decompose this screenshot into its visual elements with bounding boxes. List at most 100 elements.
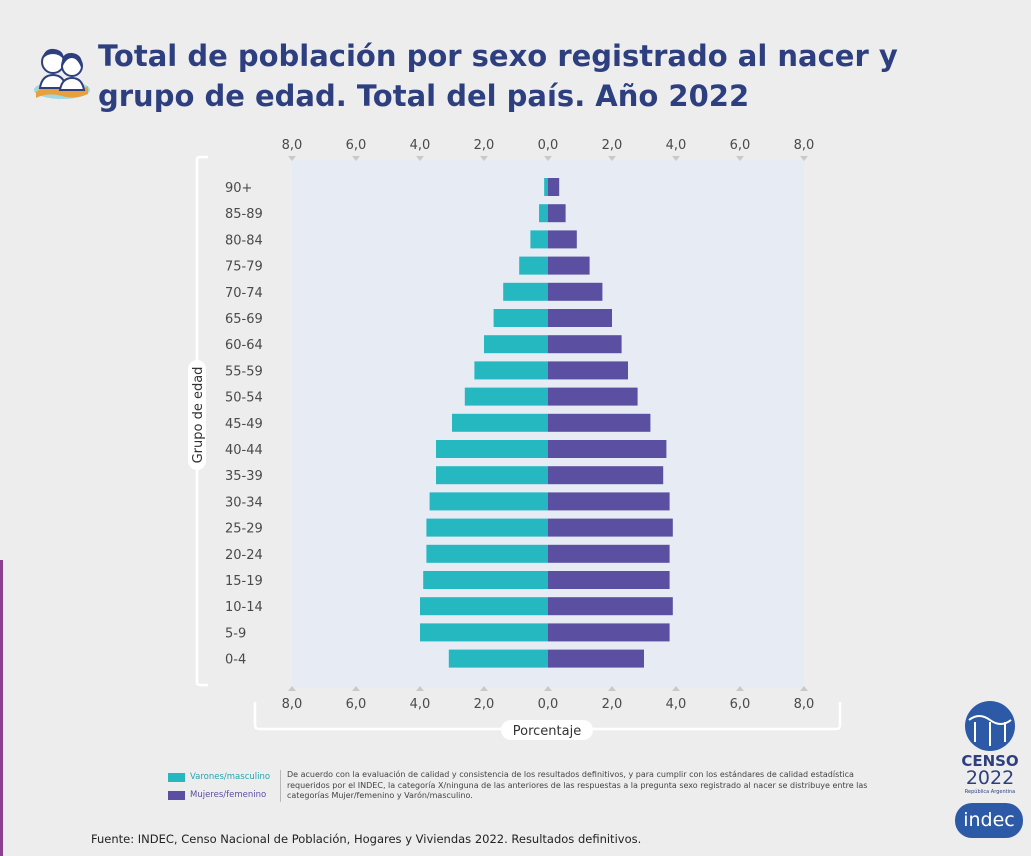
age-label-10-14: 10-14 [225,600,263,615]
y-axis-label: Grupo de edad [191,367,206,464]
bar-female-90+ [548,178,560,196]
bar-male-25-29 [426,518,548,537]
bar-male-40-44 [436,440,548,458]
bar-female-60-64 [548,335,622,354]
bar-male-35-39 [436,466,548,485]
bar-female-70-74 [548,282,603,301]
legend: Varones/masculino Mujeres/femenino [168,768,280,804]
bar-male-30-34 [429,492,548,511]
age-label-65-69: 65-69 [225,312,263,327]
age-label-45-49: 45-49 [225,417,263,432]
x-tick-mark-top [672,156,680,161]
x-tick-mark-top [288,156,296,161]
censo-country: República Argentina [965,788,1015,795]
bar-male-45-49 [452,413,548,432]
bar-female-50-54 [548,387,638,406]
bar-male-90+ [544,178,548,196]
x-tick-label-bottom: 2,0 [474,697,495,712]
bar-female-35-39 [548,466,664,485]
legend-item-female: Mujeres/femenino [168,786,280,804]
bar-female-5-9 [548,623,670,642]
age-label-75-79: 75-79 [225,260,263,275]
x-tick-mark-bottom [480,686,488,691]
age-label-25-29: 25-29 [225,522,263,537]
x-tick-label-top: 2,0 [602,138,623,153]
bar-female-25-29 [548,518,673,537]
x-tick-label-bottom: 8,0 [282,697,303,712]
x-tick-label-bottom: 2,0 [602,697,623,712]
age-label-70-74: 70-74 [225,286,263,301]
x-tick-label-top: 2,0 [474,138,495,153]
legend-swatch-female [168,790,185,800]
x-tick-label-top: 4,0 [410,138,431,153]
title-line-1: Total de población por sexo registrado a… [98,39,898,73]
bar-male-0-4 [448,649,548,668]
x-tick-label-top: 8,0 [794,138,815,153]
age-label-35-39: 35-39 [225,469,263,484]
bar-female-15-19 [548,571,670,589]
bar-male-15-19 [423,571,548,589]
bar-female-85-89 [548,204,566,223]
x-tick-mark-bottom [736,686,744,691]
source-note: Fuente: INDEC, Censo Nacional de Poblaci… [91,832,642,846]
bar-female-40-44 [548,440,667,458]
bar-female-65-69 [548,309,612,327]
x-tick-label-bottom: 4,0 [410,697,431,712]
x-tick-mark-bottom [416,686,424,691]
bar-female-45-49 [548,413,651,432]
age-label-80-84: 80-84 [225,233,263,248]
age-labels: 0-4 5-9 10-14 15-19 20-24 25-29 30-34 35-39 40-4… [225,181,263,668]
edge-color-strip [0,560,3,856]
bar-male-55-59 [474,361,548,380]
x-tick-label-top: 6,0 [730,138,751,153]
x-tick-mark-top [608,156,616,161]
age-label-50-54: 50-54 [225,391,263,406]
y-axis-label-bg [188,360,206,470]
bar-male-20-24 [426,544,548,563]
bar-male-10-14 [420,597,548,616]
age-label-40-44: 40-44 [225,443,263,458]
bar-male-50-54 [464,387,548,406]
x-tick-mark-top [480,156,488,161]
x-tick-label-top: 8,0 [282,138,303,153]
x-tick-mark-top [416,156,424,161]
x-tick-mark-top [544,156,552,161]
x-tick-mark-bottom [352,686,360,691]
age-label-90+: 90+ [225,181,252,196]
x-tick-label-top: 4,0 [666,138,687,153]
bar-male-65-69 [493,309,548,327]
x-tick-mark-bottom [288,686,296,691]
people-icon [34,48,90,99]
chart-title: Total de población por sexo registrado a… [98,36,978,116]
age-label-30-34: 30-34 [225,495,263,510]
bar-female-0-4 [548,649,644,668]
age-label-0-4: 0-4 [225,653,246,668]
legend-label-female: Mujeres/femenino [190,790,267,800]
bar-male-60-64 [484,335,548,354]
censo-2022-logo: CENSO 2022 República Argentina [961,701,1019,795]
x-axis-bottom: 8,0 6,0 4,0 2,0 0,0 2,0 4,0 6,0 8,0 [282,686,815,712]
bar-female-20-24 [548,544,670,563]
bar-male-70-74 [503,282,548,301]
x-tick-mark-bottom [544,686,552,691]
x-tick-mark-top [800,156,808,161]
age-label-60-64: 60-64 [225,338,263,353]
age-label-20-24: 20-24 [225,548,263,563]
bars-group [420,178,673,668]
x-tick-label-bottom: 4,0 [666,697,687,712]
x-tick-label-top: 0,0 [538,138,559,153]
x-tick-mark-bottom [608,686,616,691]
indec-logo: indec [955,803,1023,838]
x-tick-label-top: 6,0 [346,138,367,153]
x-tick-label-bottom: 6,0 [346,697,367,712]
x-tick-label-bottom: 8,0 [794,697,815,712]
bar-female-75-79 [548,256,590,275]
bar-female-55-59 [548,361,628,380]
bar-female-80-84 [548,230,577,249]
x-axis-label-bg [501,720,593,740]
bar-female-10-14 [548,597,673,616]
bar-female-30-34 [548,492,670,511]
age-label-85-89: 85-89 [225,207,263,222]
bar-male-80-84 [530,230,548,249]
censo-word: CENSO [961,752,1018,770]
